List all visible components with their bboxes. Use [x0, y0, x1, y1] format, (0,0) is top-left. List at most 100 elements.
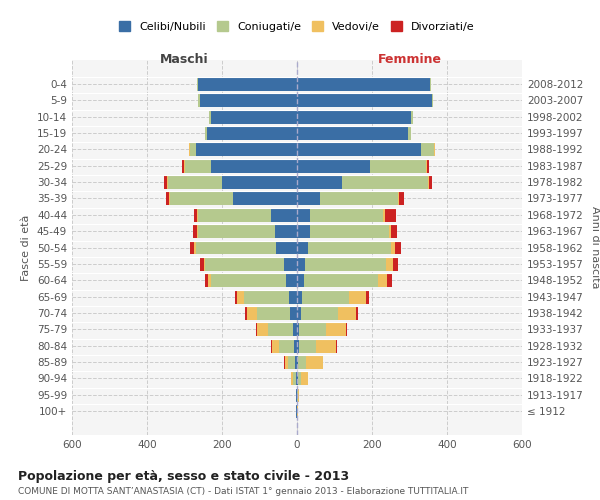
Bar — [296, 372, 297, 386]
Bar — [233, 192, 297, 205]
Bar — [196, 142, 297, 156]
Bar — [297, 388, 298, 402]
Bar — [297, 94, 432, 108]
Bar — [297, 77, 431, 91]
Bar — [205, 257, 297, 271]
Bar — [256, 322, 297, 336]
Bar — [297, 224, 397, 238]
Bar — [199, 94, 297, 108]
Bar — [190, 142, 297, 156]
Bar — [297, 208, 385, 222]
Bar — [297, 338, 337, 352]
Bar — [271, 338, 297, 352]
Bar — [297, 355, 323, 369]
Bar — [208, 274, 297, 287]
Bar — [296, 388, 297, 402]
Bar — [297, 388, 299, 402]
Bar — [207, 126, 297, 140]
Bar — [297, 322, 325, 336]
Bar — [297, 306, 356, 320]
Bar — [297, 142, 436, 156]
Bar — [297, 240, 401, 254]
Bar — [297, 175, 430, 189]
Bar — [197, 77, 297, 91]
Bar — [194, 240, 297, 254]
Bar — [289, 290, 297, 304]
Bar — [182, 159, 297, 172]
Bar — [297, 126, 407, 140]
Bar — [170, 192, 297, 205]
Bar — [197, 77, 297, 91]
Bar — [297, 404, 298, 418]
Bar — [297, 355, 298, 369]
Bar — [297, 306, 301, 320]
Bar — [257, 322, 297, 336]
Bar — [297, 372, 298, 386]
Bar — [297, 257, 398, 271]
Bar — [297, 257, 305, 271]
Bar — [297, 224, 391, 238]
Bar — [297, 322, 346, 336]
Bar — [297, 355, 323, 369]
Bar — [296, 404, 297, 418]
Bar — [188, 142, 297, 156]
Bar — [197, 224, 297, 238]
Bar — [296, 404, 297, 418]
Bar — [185, 159, 297, 172]
Bar — [297, 175, 433, 189]
Bar — [297, 322, 347, 336]
Bar — [205, 126, 297, 140]
Bar — [297, 290, 302, 304]
Bar — [209, 110, 297, 124]
Bar — [297, 110, 413, 124]
Bar — [297, 290, 349, 304]
Bar — [297, 208, 310, 222]
Bar — [294, 338, 297, 352]
Bar — [297, 142, 434, 156]
Bar — [200, 257, 297, 271]
Y-axis label: Fasce di età: Fasce di età — [22, 214, 31, 280]
Bar — [297, 175, 428, 189]
Bar — [297, 257, 386, 271]
Bar — [297, 306, 358, 320]
Bar — [297, 110, 412, 124]
Bar — [197, 224, 297, 238]
Bar — [297, 274, 304, 287]
Bar — [297, 404, 298, 418]
Bar — [209, 110, 297, 124]
Bar — [190, 142, 297, 156]
Bar — [297, 388, 299, 402]
Bar — [297, 338, 337, 352]
Bar — [297, 240, 391, 254]
Bar — [297, 208, 383, 222]
Bar — [190, 240, 297, 254]
Bar — [297, 77, 430, 91]
Bar — [205, 274, 297, 287]
Bar — [284, 257, 297, 271]
Bar — [235, 290, 297, 304]
Bar — [286, 274, 297, 287]
Bar — [297, 306, 337, 320]
Bar — [297, 110, 413, 124]
Bar — [271, 338, 297, 352]
Bar — [296, 404, 297, 418]
Bar — [167, 175, 297, 189]
Bar — [237, 290, 297, 304]
Bar — [297, 142, 421, 156]
Bar — [293, 322, 297, 336]
Bar — [205, 126, 297, 140]
Bar — [297, 257, 394, 271]
Bar — [275, 224, 297, 238]
Bar — [197, 77, 297, 91]
Bar — [199, 94, 297, 108]
Bar — [297, 338, 316, 352]
Bar — [297, 290, 369, 304]
Bar — [203, 257, 297, 271]
Bar — [297, 338, 299, 352]
Bar — [291, 372, 297, 386]
Bar — [297, 208, 397, 222]
Bar — [166, 192, 297, 205]
Bar — [297, 94, 433, 108]
Bar — [222, 175, 297, 189]
Bar — [277, 240, 297, 254]
